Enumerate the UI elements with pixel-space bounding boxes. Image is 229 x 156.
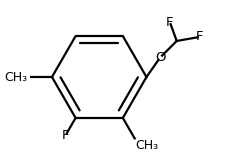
Text: O: O (154, 51, 165, 64)
Text: F: F (165, 16, 173, 29)
Text: CH₃: CH₃ (4, 71, 27, 83)
Text: CH₃: CH₃ (135, 139, 158, 152)
Text: F: F (62, 129, 69, 142)
Text: F: F (195, 30, 203, 43)
